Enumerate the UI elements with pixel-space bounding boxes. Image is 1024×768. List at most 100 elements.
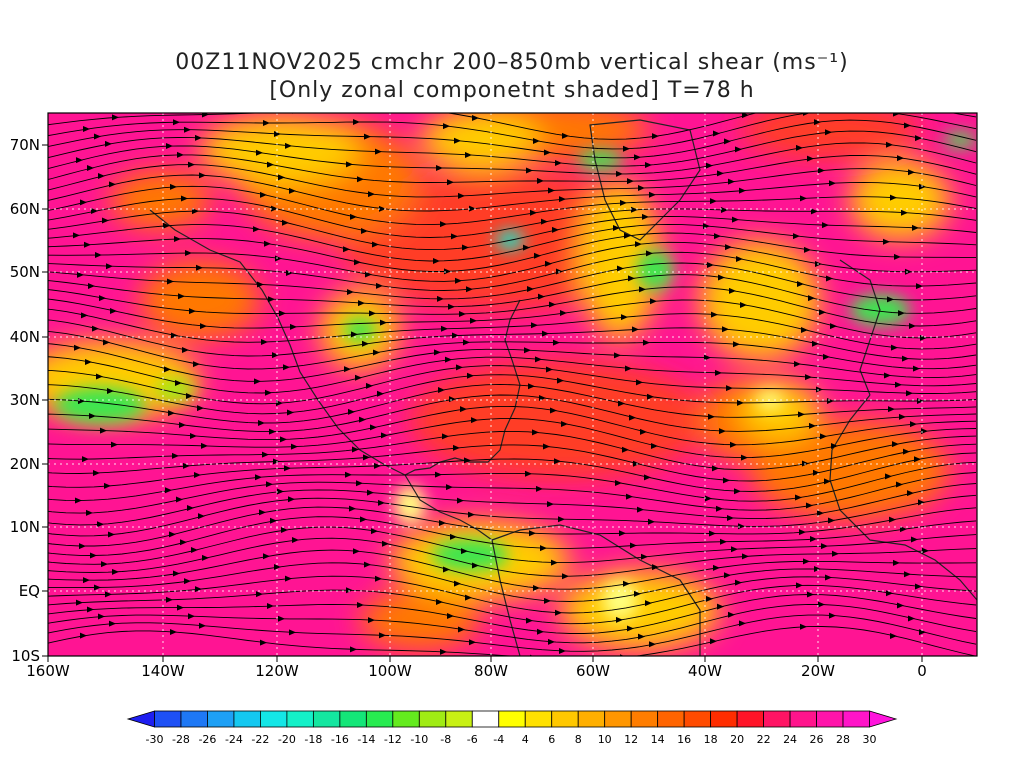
streamline-arrow	[454, 580, 461, 587]
streamline-arrow	[84, 241, 91, 248]
north-america-west-coast	[149, 209, 406, 476]
streamline-arrow	[615, 479, 622, 486]
streamline-arrow	[441, 325, 448, 332]
streamline-arrow	[265, 389, 272, 396]
streamline-arrow	[561, 420, 568, 427]
streamlines	[48, 98, 977, 656]
streamline-arrow	[464, 457, 471, 464]
shading-spot	[602, 580, 638, 620]
streamline-arrow	[639, 286, 646, 293]
streamline-arrow	[706, 595, 713, 602]
streamline-arrow	[107, 388, 114, 395]
shading-blob	[420, 113, 540, 170]
streamline-arrow	[642, 213, 649, 220]
streamline-arrow	[109, 620, 116, 627]
streamline-arrow	[891, 344, 898, 351]
streamline-arrow	[803, 558, 810, 565]
shading-blob	[560, 570, 720, 650]
streamline-arrow	[625, 365, 632, 372]
streamline-arrow	[710, 638, 717, 645]
streamline-arrow	[77, 271, 84, 278]
streamline-arrow	[546, 366, 553, 373]
streamline-arrow	[806, 502, 813, 509]
streamline-arrow	[822, 222, 829, 229]
streamline-arrow	[197, 405, 204, 412]
streamline	[48, 251, 977, 291]
streamline-arrow	[350, 213, 357, 220]
lat-lon-grid	[48, 113, 977, 656]
streamline-arrow	[370, 424, 377, 431]
streamline-arrow	[529, 530, 536, 537]
streamline-arrow	[532, 429, 539, 436]
shading-layer	[48, 113, 977, 656]
streamline-arrow	[264, 240, 271, 247]
colorbar-label: -30	[145, 733, 164, 746]
streamline-arrow	[440, 648, 447, 655]
streamline-arrow	[192, 208, 199, 215]
streamline-arrow	[176, 496, 183, 503]
streamline-arrow	[908, 615, 915, 622]
colorbar-label: -26	[198, 733, 217, 746]
streamline-arrow	[832, 98, 839, 104]
colorbar-swatch	[763, 710, 791, 728]
colorbar-swatch	[789, 710, 817, 728]
streamline-arrow	[105, 140, 112, 147]
streamline-arrow	[635, 241, 642, 248]
streamline-arrow	[797, 280, 804, 287]
streamline-arrow	[722, 326, 729, 333]
streamline-arrow	[82, 456, 89, 463]
streamline-arrow	[533, 137, 540, 144]
streamline	[48, 383, 977, 424]
streamline-arrow	[103, 339, 110, 346]
streamline-arrow	[900, 526, 907, 533]
streamline-arrow	[285, 142, 292, 149]
streamline-arrow	[261, 339, 268, 346]
streamline-arrow	[808, 295, 815, 302]
streamline-arrow	[263, 119, 270, 126]
streamline-arrow	[720, 538, 727, 545]
streamline-arrow	[623, 580, 630, 587]
streamline-arrow	[198, 513, 205, 520]
streamline-arrow	[619, 530, 626, 537]
streamline-arrow	[180, 539, 187, 546]
streamline-arrow	[445, 356, 452, 363]
streamline-arrow	[904, 122, 911, 129]
streamline-arrow	[290, 323, 297, 330]
streamline-arrow	[562, 132, 569, 139]
streamline-arrow	[93, 469, 100, 476]
streamline-arrow	[733, 341, 740, 348]
streamline-arrow	[274, 563, 281, 570]
streamline-arrow	[909, 322, 916, 329]
streamline-arrow	[170, 629, 177, 636]
streamline-arrow	[616, 170, 623, 177]
streamline-arrow	[366, 382, 373, 389]
streamline-arrow	[286, 269, 293, 276]
streamline-arrow	[459, 310, 466, 317]
lon-label: 20W	[801, 662, 835, 680]
streamline-arrow	[800, 195, 807, 202]
gulf-coast	[404, 299, 521, 476]
streamline-arrow	[728, 178, 735, 185]
streamline-arrow	[110, 308, 117, 315]
streamline-arrow	[460, 406, 467, 413]
streamline-arrow	[717, 603, 724, 610]
streamline-arrow	[374, 462, 381, 469]
streamline-arrow	[539, 394, 546, 401]
colorbar-label: -6	[466, 733, 478, 746]
streamline-arrow	[355, 374, 362, 381]
streamline-arrow	[886, 141, 893, 148]
streamline-arrow	[616, 616, 623, 623]
streamline-arrow	[267, 161, 274, 168]
streamline-arrow	[97, 521, 104, 528]
streamline-arrow	[883, 238, 890, 245]
streamline	[48, 319, 977, 360]
streamline-arrow	[652, 564, 659, 571]
streamline-arrow	[438, 386, 445, 393]
streamline-arrow	[796, 144, 803, 151]
streamline-arrow	[434, 349, 441, 356]
streamline-arrow	[540, 545, 547, 552]
streamline-arrow	[548, 638, 555, 645]
streamline-arrow	[734, 488, 741, 495]
streamline-arrow	[812, 340, 819, 347]
streamline-arrow	[458, 626, 465, 633]
